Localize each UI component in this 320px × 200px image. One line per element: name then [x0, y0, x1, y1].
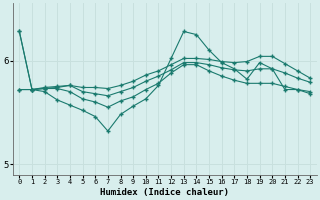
X-axis label: Humidex (Indice chaleur): Humidex (Indice chaleur)	[100, 188, 229, 197]
